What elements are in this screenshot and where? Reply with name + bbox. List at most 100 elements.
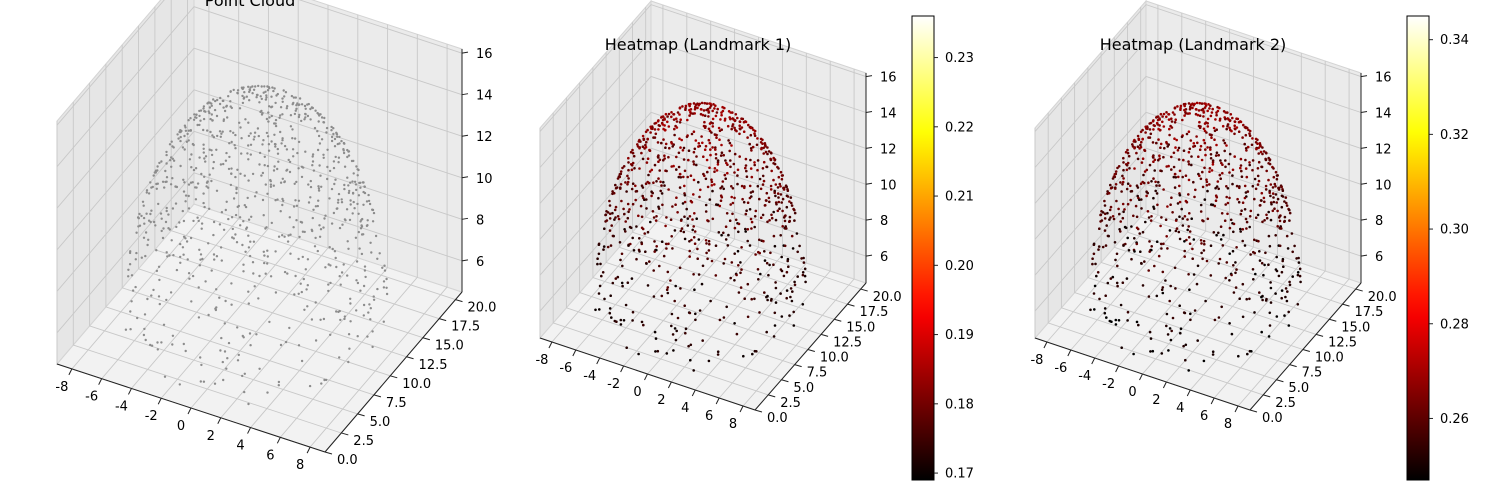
data-point — [765, 261, 769, 265]
data-point — [212, 98, 215, 101]
data-point — [200, 363, 203, 367]
data-point — [766, 298, 769, 302]
data-point — [158, 302, 161, 306]
data-point — [788, 215, 792, 219]
data-point — [1152, 128, 1155, 131]
data-point — [1215, 233, 1218, 237]
data-point — [704, 144, 708, 148]
data-point — [1182, 344, 1185, 348]
data-point — [1186, 112, 1190, 115]
data-point — [768, 219, 771, 222]
data-point — [721, 180, 725, 183]
data-point — [251, 92, 254, 95]
y-tick-mark — [1329, 318, 1337, 322]
data-point — [1097, 248, 1100, 251]
data-point — [353, 180, 357, 183]
data-point — [1196, 264, 1200, 268]
data-point — [623, 212, 626, 216]
data-point — [209, 130, 212, 134]
colorbar-tick-label: 0.20 — [945, 259, 974, 274]
data-point — [164, 180, 167, 184]
data-point — [1204, 148, 1207, 151]
data-point — [225, 367, 228, 370]
data-point — [281, 197, 284, 201]
data-point — [1196, 141, 1199, 145]
data-point — [769, 158, 773, 162]
data-point — [284, 91, 288, 94]
data-point — [232, 131, 235, 134]
x-gridline — [599, 21, 712, 359]
y-tick-label: 12.5 — [833, 335, 862, 350]
data-point — [751, 352, 754, 356]
data-point — [214, 99, 217, 103]
data-point — [1244, 133, 1248, 137]
data-point — [1202, 127, 1206, 131]
data-point — [320, 185, 323, 188]
data-point — [127, 275, 130, 278]
data-point — [694, 103, 698, 106]
data-point — [1208, 167, 1212, 170]
data-point — [775, 202, 778, 206]
data-point — [286, 272, 289, 275]
data-point — [311, 153, 315, 156]
colorbar-scale — [911, 15, 935, 481]
data-point — [677, 165, 681, 169]
data-point — [1146, 191, 1149, 195]
data-point — [751, 145, 755, 149]
data-point — [274, 101, 277, 105]
data-point — [1277, 188, 1281, 191]
data-point — [294, 96, 297, 99]
data-point — [356, 281, 360, 285]
data-point — [134, 258, 137, 261]
data-point — [733, 171, 736, 174]
data-point — [733, 119, 737, 123]
data-point — [190, 153, 193, 156]
data-point — [686, 224, 690, 227]
data-point — [1106, 190, 1109, 193]
data-point — [317, 134, 321, 138]
data-point — [1201, 170, 1204, 174]
data-point — [229, 130, 232, 133]
data-point — [266, 262, 269, 265]
data-point — [700, 135, 703, 138]
data-point — [1202, 359, 1206, 363]
data-point — [1198, 114, 1202, 117]
y-tick-label: 12.5 — [1328, 335, 1357, 350]
data-point — [210, 153, 214, 157]
data-point — [195, 116, 198, 120]
y-tick-mark — [1355, 288, 1363, 292]
z-gridline — [56, 89, 463, 251]
data-point — [230, 106, 233, 110]
data-point — [334, 155, 337, 159]
data-point — [362, 314, 365, 317]
data-point — [714, 114, 718, 118]
colorbar-tick-label: 0.21 — [945, 190, 974, 205]
data-point — [746, 201, 750, 204]
data-point — [1133, 237, 1136, 240]
data-point — [287, 158, 290, 162]
data-point — [352, 200, 355, 204]
data-point — [711, 146, 714, 149]
data-point — [224, 208, 227, 212]
x-tick-mark — [644, 373, 648, 381]
data-point — [724, 177, 727, 180]
data-point — [1215, 111, 1218, 114]
data-point — [1215, 195, 1219, 199]
data-point — [1267, 263, 1270, 267]
data-point — [1228, 279, 1231, 282]
data-point — [674, 338, 678, 342]
data-point — [739, 261, 742, 264]
data-point — [767, 273, 770, 277]
data-point — [1202, 115, 1205, 118]
x-gridline — [1046, 5, 1159, 343]
y-gridline — [170, 0, 440, 320]
data-point — [1237, 354, 1240, 358]
data-point — [181, 246, 185, 249]
data-point — [1140, 140, 1143, 144]
data-point — [1135, 320, 1139, 324]
data-point — [713, 107, 716, 110]
data-point — [754, 253, 757, 256]
data-point — [1254, 272, 1257, 276]
data-point — [1183, 311, 1187, 315]
data-point — [247, 218, 251, 221]
